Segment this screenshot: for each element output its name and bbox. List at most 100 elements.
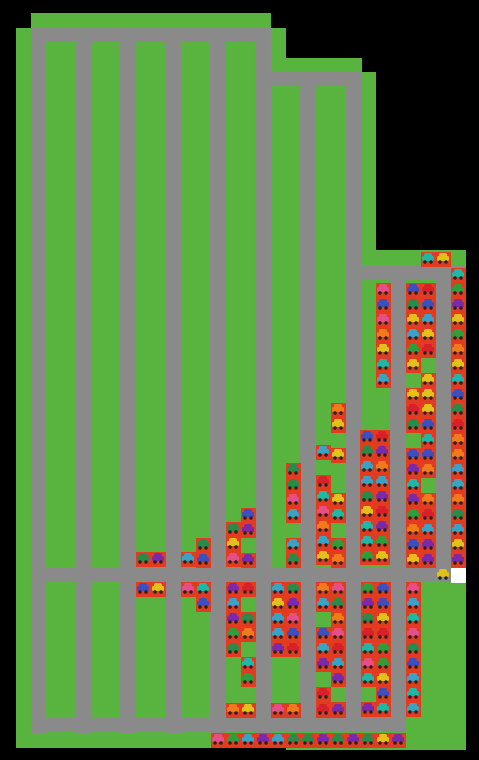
car-icon[interactable] <box>407 539 419 550</box>
car-icon[interactable] <box>227 628 239 639</box>
car-icon[interactable] <box>317 506 329 517</box>
car-icon[interactable] <box>376 536 388 547</box>
car-icon[interactable] <box>422 314 434 325</box>
car-icon[interactable] <box>422 449 434 460</box>
car-icon[interactable] <box>422 389 434 400</box>
car-icon[interactable] <box>137 553 149 564</box>
car-icon[interactable] <box>407 314 419 325</box>
car-icon[interactable] <box>376 476 388 487</box>
car-icon[interactable] <box>362 628 374 639</box>
car-icon[interactable] <box>377 314 389 325</box>
car-icon[interactable] <box>287 734 299 745</box>
car-icon[interactable] <box>362 643 374 654</box>
car-icon[interactable] <box>242 524 254 535</box>
car-icon[interactable] <box>407 344 419 355</box>
car-icon[interactable] <box>422 524 434 535</box>
car-icon[interactable] <box>152 553 164 564</box>
car-icon[interactable] <box>422 329 434 340</box>
car-icon[interactable] <box>332 404 344 415</box>
car-icon[interactable] <box>452 419 464 430</box>
car-icon[interactable] <box>227 734 239 745</box>
car-icon[interactable] <box>377 643 389 654</box>
car-icon[interactable] <box>212 734 224 745</box>
car-icon[interactable] <box>452 299 464 310</box>
car-icon[interactable] <box>452 554 464 565</box>
car-icon[interactable] <box>422 344 434 355</box>
car-icon[interactable] <box>317 658 329 669</box>
car-icon[interactable] <box>392 734 404 745</box>
car-icon[interactable] <box>422 374 434 385</box>
car-icon[interactable] <box>437 569 449 580</box>
car-icon[interactable] <box>227 538 239 549</box>
car-icon[interactable] <box>332 643 344 654</box>
car-icon[interactable] <box>332 583 344 594</box>
car-icon[interactable] <box>452 389 464 400</box>
car-icon[interactable] <box>361 551 373 562</box>
car-icon[interactable] <box>272 643 284 654</box>
car-icon[interactable] <box>197 554 209 565</box>
car-icon[interactable] <box>242 613 254 624</box>
car-icon[interactable] <box>377 344 389 355</box>
car-icon[interactable] <box>377 583 389 594</box>
car-icon[interactable] <box>287 628 299 639</box>
car-icon[interactable] <box>287 479 299 490</box>
car-icon[interactable] <box>452 509 464 520</box>
car-icon[interactable] <box>287 643 299 654</box>
car-icon[interactable] <box>242 509 254 520</box>
car-icon[interactable] <box>452 269 464 280</box>
car-icon[interactable] <box>272 598 284 609</box>
car-icon[interactable] <box>377 628 389 639</box>
car-icon[interactable] <box>272 704 284 715</box>
car-icon[interactable] <box>362 703 374 714</box>
car-icon[interactable] <box>422 554 434 565</box>
car-icon[interactable] <box>452 284 464 295</box>
car-icon[interactable] <box>422 404 434 415</box>
car-icon[interactable] <box>332 658 344 669</box>
car-icon[interactable] <box>407 389 419 400</box>
car-icon[interactable] <box>407 598 419 609</box>
car-icon[interactable] <box>376 461 388 472</box>
car-icon[interactable] <box>452 329 464 340</box>
car-icon[interactable] <box>227 613 239 624</box>
car-icon[interactable] <box>302 734 314 745</box>
car-icon[interactable] <box>377 598 389 609</box>
car-icon[interactable] <box>376 521 388 532</box>
car-icon[interactable] <box>407 688 419 699</box>
car-icon[interactable] <box>452 344 464 355</box>
car-icon[interactable] <box>361 461 373 472</box>
car-icon[interactable] <box>377 673 389 684</box>
car-icon[interactable] <box>332 613 344 624</box>
car-icon[interactable] <box>407 464 419 475</box>
car-icon[interactable] <box>361 431 373 442</box>
car-icon[interactable] <box>422 464 434 475</box>
car-icon[interactable] <box>376 431 388 442</box>
car-icon[interactable] <box>287 539 299 550</box>
car-icon[interactable] <box>137 583 149 594</box>
car-icon[interactable] <box>377 359 389 370</box>
car-icon[interactable] <box>287 598 299 609</box>
car-icon[interactable] <box>376 491 388 502</box>
car-icon[interactable] <box>377 299 389 310</box>
car-icon[interactable] <box>407 524 419 535</box>
car-icon[interactable] <box>332 554 344 565</box>
car-icon[interactable] <box>272 583 284 594</box>
car-icon[interactable] <box>362 583 374 594</box>
car-icon[interactable] <box>287 613 299 624</box>
car-icon[interactable] <box>287 583 299 594</box>
car-icon[interactable] <box>317 476 329 487</box>
car-icon[interactable] <box>227 598 239 609</box>
car-icon[interactable] <box>242 583 254 594</box>
car-icon[interactable] <box>422 284 434 295</box>
car-icon[interactable] <box>422 434 434 445</box>
car-icon[interactable] <box>452 404 464 415</box>
car-icon[interactable] <box>452 434 464 445</box>
car-icon[interactable] <box>407 494 419 505</box>
car-icon[interactable] <box>377 613 389 624</box>
car-icon[interactable] <box>407 628 419 639</box>
car-icon[interactable] <box>317 643 329 654</box>
car-icon[interactable] <box>227 553 239 564</box>
car-icon[interactable] <box>407 613 419 624</box>
car-icon[interactable] <box>332 628 344 639</box>
car-icon[interactable] <box>376 551 388 562</box>
car-icon[interactable] <box>422 253 434 264</box>
